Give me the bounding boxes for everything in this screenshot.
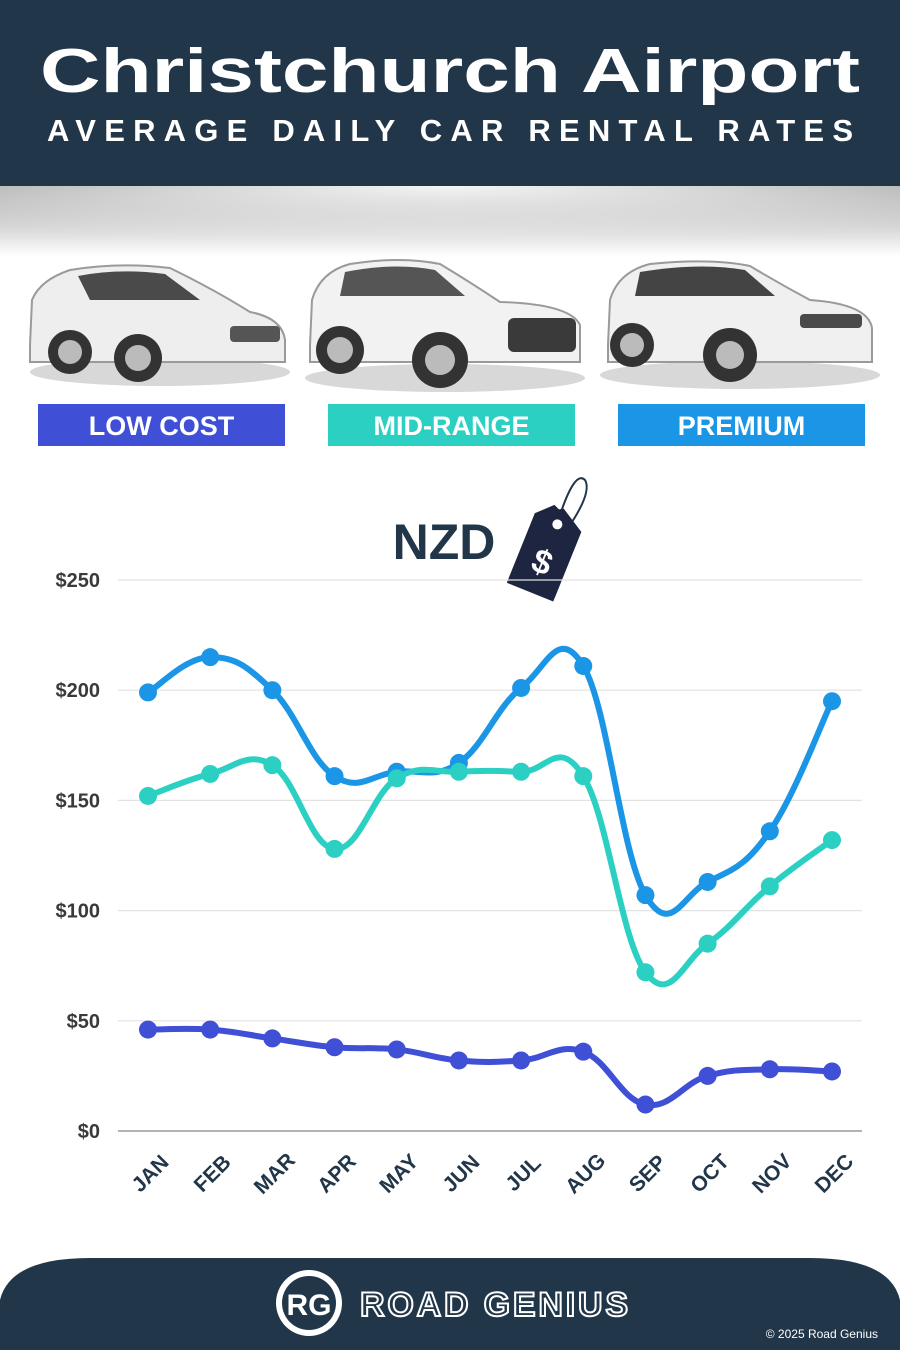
logo-mark: RG (287, 1289, 332, 1322)
y-tick-label: $250 (56, 570, 101, 592)
data-point (574, 656, 593, 675)
legend-swatch (618, 404, 865, 446)
legend-label: MID-RANGE (374, 411, 530, 441)
title: Christchurch Airport (40, 37, 860, 106)
data-point (823, 692, 841, 711)
data-point (636, 1095, 655, 1114)
y-tick-label: $100 (56, 901, 101, 923)
header-shadow-glow (0, 186, 900, 256)
data-point (139, 683, 157, 702)
y-tick-label: $50 (67, 1011, 100, 1033)
data-point (760, 1060, 779, 1079)
price-tag: $ (506, 477, 588, 602)
data-point (263, 1029, 282, 1048)
data-point (636, 886, 655, 905)
y-tick-label: $200 (56, 680, 101, 702)
data-point (574, 1042, 593, 1061)
data-point (698, 1066, 717, 1085)
data-point (139, 786, 157, 805)
y-tick-label: $150 (56, 790, 101, 812)
footer (0, 1258, 900, 1350)
data-point (201, 764, 220, 783)
data-point (823, 831, 841, 850)
data-point (760, 822, 779, 841)
data-point (263, 681, 282, 700)
data-point (698, 872, 717, 891)
data-point (698, 934, 717, 953)
data-point (512, 762, 531, 781)
logo-disc (282, 1276, 336, 1330)
data-point (263, 756, 282, 775)
data-point (201, 648, 220, 667)
data-point (512, 1051, 531, 1070)
copyright: © 2025 Road Genius (766, 1327, 878, 1341)
data-point (574, 767, 593, 786)
data-point (823, 1062, 841, 1081)
data-point (449, 1051, 468, 1070)
data-point (325, 767, 344, 786)
header (0, 0, 900, 186)
brand: ROAD GENIUS (360, 1286, 628, 1324)
data-point (636, 963, 655, 982)
data-point (449, 762, 468, 781)
currency-label: NZD (393, 514, 496, 570)
legend-swatch (328, 404, 575, 446)
car-suv (305, 259, 585, 392)
data-point (201, 1020, 220, 1039)
subtitle: AVERAGE DAILY CAR RENTAL RATES (47, 113, 853, 148)
data-point (760, 877, 779, 896)
data-point (139, 1020, 157, 1039)
legend-label: PREMIUM (678, 411, 806, 441)
data-point (387, 769, 406, 788)
legend-swatch (38, 404, 285, 446)
data-point (325, 839, 344, 858)
car-premium (600, 260, 880, 389)
data-point (325, 1038, 344, 1057)
y-tick-label: $0 (78, 1121, 100, 1143)
legend-label: LOW COST (89, 411, 235, 441)
data-point (512, 678, 531, 697)
data-point (387, 1040, 406, 1059)
car-hatchback (29, 264, 290, 386)
